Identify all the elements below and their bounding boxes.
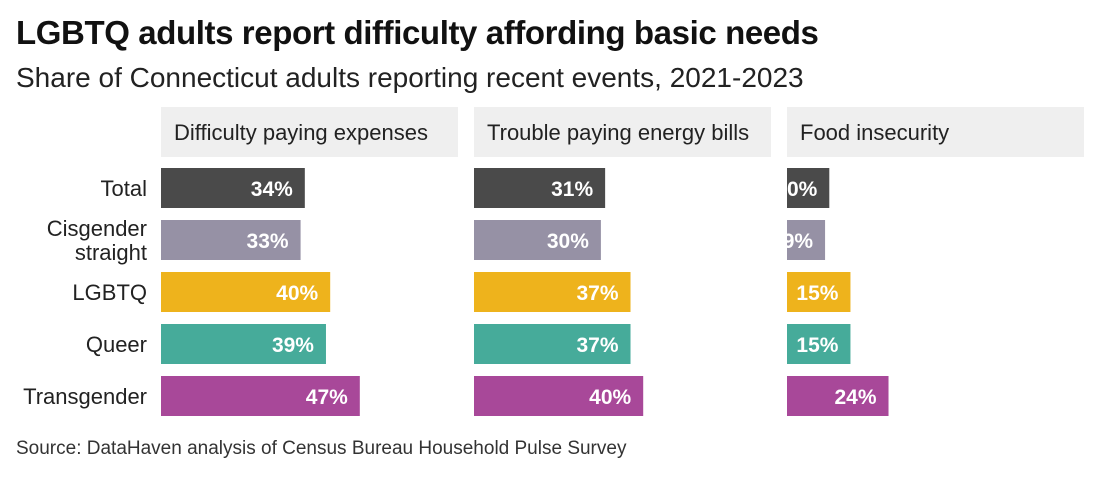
bar-difficulty-paying-expenses-cisgender-straight <box>161 220 301 260</box>
data-label-food-insecurity-cisgender-straight: 9% <box>783 230 814 253</box>
data-label-difficulty-paying-expenses-lgbtq: 40% <box>276 282 318 305</box>
data-label-trouble-paying-energy-bills-lgbtq: 37% <box>576 282 618 305</box>
data-label-difficulty-paying-expenses-cisgender-straight: 33% <box>247 230 289 253</box>
bar-difficulty-paying-expenses-total <box>161 168 305 208</box>
chart-title: LGBTQ adults report difficulty affording… <box>16 14 819 51</box>
data-label-trouble-paying-energy-bills-cisgender-straight: 30% <box>547 230 589 253</box>
panel-header-food-insecurity <box>787 107 1084 157</box>
bar-trouble-paying-energy-bills-lgbtq <box>474 272 631 312</box>
bar-difficulty-paying-expenses-transgender <box>161 376 360 416</box>
bar-difficulty-paying-expenses-queer <box>161 324 326 364</box>
category-label-line: Total <box>101 176 147 201</box>
data-label-trouble-paying-energy-bills-transgender: 40% <box>589 386 631 409</box>
chart-subtitle: Share of Connecticut adults reporting re… <box>16 62 804 93</box>
category-label-cisgender-straight: Cisgender straight <box>47 216 147 265</box>
panel-title-difficulty-paying-expenses: Difficulty paying expenses <box>174 120 428 145</box>
bar-food-insecurity-transgender <box>787 376 889 416</box>
category-label-line: Queer <box>86 332 147 357</box>
category-label-line: straight <box>75 240 147 265</box>
data-label-food-insecurity-queer: 15% <box>796 334 838 357</box>
category-label-total: Total <box>101 176 147 201</box>
bar-food-insecurity-cisgender-straight <box>787 220 826 260</box>
category-label-line: LGBTQ <box>72 280 147 305</box>
data-label-food-insecurity-total: 10% <box>775 178 817 201</box>
panel-title-food-insecurity: Food insecurity <box>800 120 949 145</box>
data-label-trouble-paying-energy-bills-total: 31% <box>551 178 593 201</box>
category-label-lgbtq: LGBTQ <box>72 280 147 305</box>
category-label-transgender: Transgender <box>23 384 147 409</box>
data-label-food-insecurity-transgender: 24% <box>834 386 876 409</box>
bar-difficulty-paying-expenses-lgbtq <box>161 272 331 312</box>
panel-title-trouble-paying-energy-bills: Trouble paying energy bills <box>487 120 749 145</box>
data-label-food-insecurity-lgbtq: 15% <box>796 282 838 305</box>
bar-trouble-paying-energy-bills-queer <box>474 324 631 364</box>
data-label-difficulty-paying-expenses-total: 34% <box>251 178 293 201</box>
bar-trouble-paying-energy-bills-cisgender-straight <box>474 220 601 260</box>
bar-food-insecurity-lgbtq <box>787 272 851 312</box>
bar-food-insecurity-queer <box>787 324 851 364</box>
category-label-line: Cisgender <box>47 216 147 241</box>
bar-food-insecurity-total <box>787 168 830 208</box>
panel-header-trouble-paying-energy-bills <box>474 107 771 157</box>
category-label-queer: Queer <box>86 332 147 357</box>
source-note: Source: DataHaven analysis of Census Bur… <box>16 438 627 459</box>
data-label-difficulty-paying-expenses-transgender: 47% <box>306 386 348 409</box>
category-label-line: Transgender <box>23 384 147 409</box>
data-label-trouble-paying-energy-bills-queer: 37% <box>576 334 618 357</box>
bar-trouble-paying-energy-bills-total <box>474 168 606 208</box>
bar-trouble-paying-energy-bills-transgender <box>474 376 644 416</box>
data-label-difficulty-paying-expenses-queer: 39% <box>272 334 314 357</box>
panel-header-difficulty-paying-expenses <box>161 107 458 157</box>
